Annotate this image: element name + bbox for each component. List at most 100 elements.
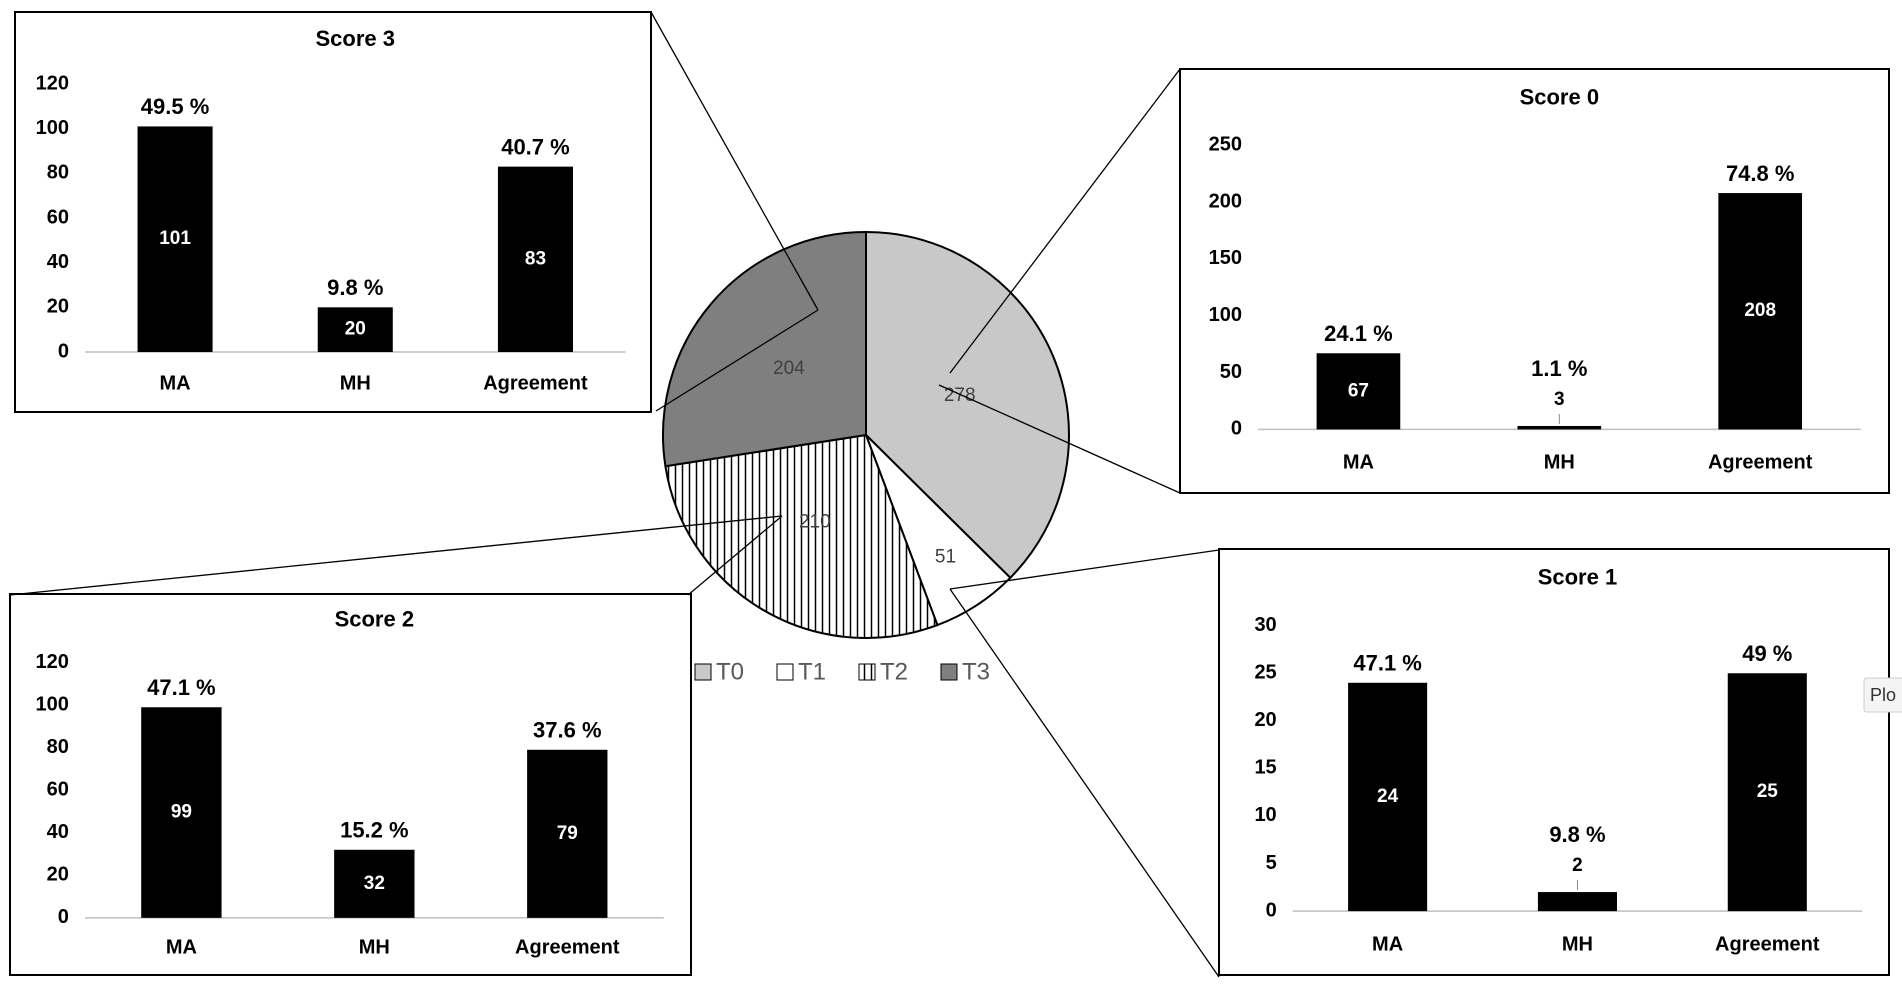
share-label: 37.6 % xyxy=(533,718,602,743)
bar xyxy=(317,307,393,352)
y-tick-label: 100 xyxy=(36,117,69,139)
chart-title: Score 2 xyxy=(335,606,415,631)
y-tick-label: 15 xyxy=(1254,757,1276,779)
connector xyxy=(938,384,1181,494)
value-label: 101 xyxy=(159,228,191,249)
slice-label: 51 xyxy=(935,547,956,568)
bar xyxy=(527,749,608,918)
value-label: 83 xyxy=(525,248,546,269)
share-label: 49 % xyxy=(1742,641,1792,666)
bar xyxy=(1718,193,1803,430)
connector xyxy=(949,68,1181,374)
x-tick-label: MH xyxy=(1562,933,1593,955)
y-tick-label: 20 xyxy=(47,864,69,886)
legend-label: T1 xyxy=(798,658,826,685)
chart-title: Score 3 xyxy=(316,26,396,51)
value-label: 2 xyxy=(1572,855,1583,876)
legend-label: T3 xyxy=(962,658,990,685)
bar xyxy=(1348,682,1428,912)
x-tick-label: MA xyxy=(1372,933,1403,955)
value-label: 208 xyxy=(1744,300,1776,321)
y-tick-label: 10 xyxy=(1254,804,1276,826)
connector xyxy=(9,515,783,596)
y-tick-label: 200 xyxy=(1209,190,1242,212)
share-label: 24.1 % xyxy=(1324,321,1393,346)
share-label: 74.8 % xyxy=(1726,161,1795,186)
bar xyxy=(497,166,573,352)
x-tick-label: MH xyxy=(359,937,390,959)
value-label: 25 xyxy=(1757,781,1779,802)
x-tick-label: MA xyxy=(166,937,197,959)
share-label: 47.1 % xyxy=(147,675,216,700)
legend-label: T0 xyxy=(716,658,744,685)
y-tick-label: 100 xyxy=(1209,304,1242,326)
y-tick-label: 250 xyxy=(1209,134,1242,156)
y-tick-label: 20 xyxy=(1254,709,1276,731)
value-label: 99 xyxy=(171,802,192,823)
slice-label: 278 xyxy=(944,385,976,406)
tooltip-text: Plo xyxy=(1870,685,1896,705)
share-label: 15.2 % xyxy=(340,818,409,843)
y-tick-label: 60 xyxy=(47,778,69,800)
y-tick-label: 100 xyxy=(36,693,69,715)
chart-title: Score 1 xyxy=(1538,565,1618,590)
legend-swatch xyxy=(694,663,712,681)
share-label: 49.5 % xyxy=(141,94,210,119)
share-label: 9.8 % xyxy=(327,275,383,300)
y-tick-label: 0 xyxy=(58,340,69,362)
bar xyxy=(1517,425,1602,430)
legend-swatch xyxy=(858,663,876,681)
y-tick-label: 120 xyxy=(36,72,69,94)
bar xyxy=(1316,353,1401,430)
x-tick-label: MH xyxy=(340,372,371,394)
value-label: 20 xyxy=(345,319,366,340)
y-tick-label: 0 xyxy=(1231,418,1242,440)
tooltip: Plo xyxy=(1863,677,1902,713)
y-tick-label: 40 xyxy=(47,821,69,843)
y-tick-label: 0 xyxy=(58,906,69,928)
connector xyxy=(655,309,819,412)
legend-swatch xyxy=(940,663,958,681)
bar xyxy=(1727,673,1807,912)
slice-label: 210 xyxy=(799,512,831,533)
value-label: 24 xyxy=(1377,786,1399,807)
y-tick-label: 25 xyxy=(1254,662,1276,684)
y-tick-label: 120 xyxy=(36,651,69,673)
pie-slice xyxy=(865,230,1070,580)
legend-swatch xyxy=(776,663,794,681)
y-tick-label: 80 xyxy=(47,162,69,184)
value-label: 67 xyxy=(1348,380,1369,401)
x-tick-label: MH xyxy=(1544,452,1575,474)
connector xyxy=(949,588,1220,978)
pie-slice xyxy=(662,230,867,468)
x-tick-label: Agreement xyxy=(515,937,620,959)
share-label: 9.8 % xyxy=(1549,822,1605,847)
share-label: 1.1 % xyxy=(1531,356,1587,381)
connector xyxy=(949,549,1220,590)
y-tick-label: 80 xyxy=(47,736,69,758)
chart-title: Score 0 xyxy=(1520,84,1600,109)
x-tick-label: MA xyxy=(1343,452,1374,474)
y-tick-label: 150 xyxy=(1209,247,1242,269)
bar xyxy=(137,126,213,352)
x-tick-label: Agreement xyxy=(483,372,588,394)
y-tick-label: 60 xyxy=(47,206,69,228)
y-tick-label: 5 xyxy=(1266,852,1277,874)
connector xyxy=(687,515,783,596)
connector xyxy=(650,11,819,311)
legend-label: T2 xyxy=(880,658,908,685)
x-tick-label: Agreement xyxy=(1715,933,1820,955)
y-tick-label: 0 xyxy=(1266,899,1277,921)
y-tick-label: 20 xyxy=(47,296,69,318)
share-label: 47.1 % xyxy=(1353,651,1422,676)
bar xyxy=(141,707,222,918)
value-label: 3 xyxy=(1554,389,1565,410)
x-tick-label: Agreement xyxy=(1708,452,1813,474)
value-label: 79 xyxy=(557,823,578,844)
value-label: 32 xyxy=(364,873,385,894)
pie-slice xyxy=(664,433,939,639)
y-tick-label: 40 xyxy=(47,251,69,273)
y-tick-label: 30 xyxy=(1254,614,1276,636)
y-tick-label: 50 xyxy=(1220,361,1242,383)
